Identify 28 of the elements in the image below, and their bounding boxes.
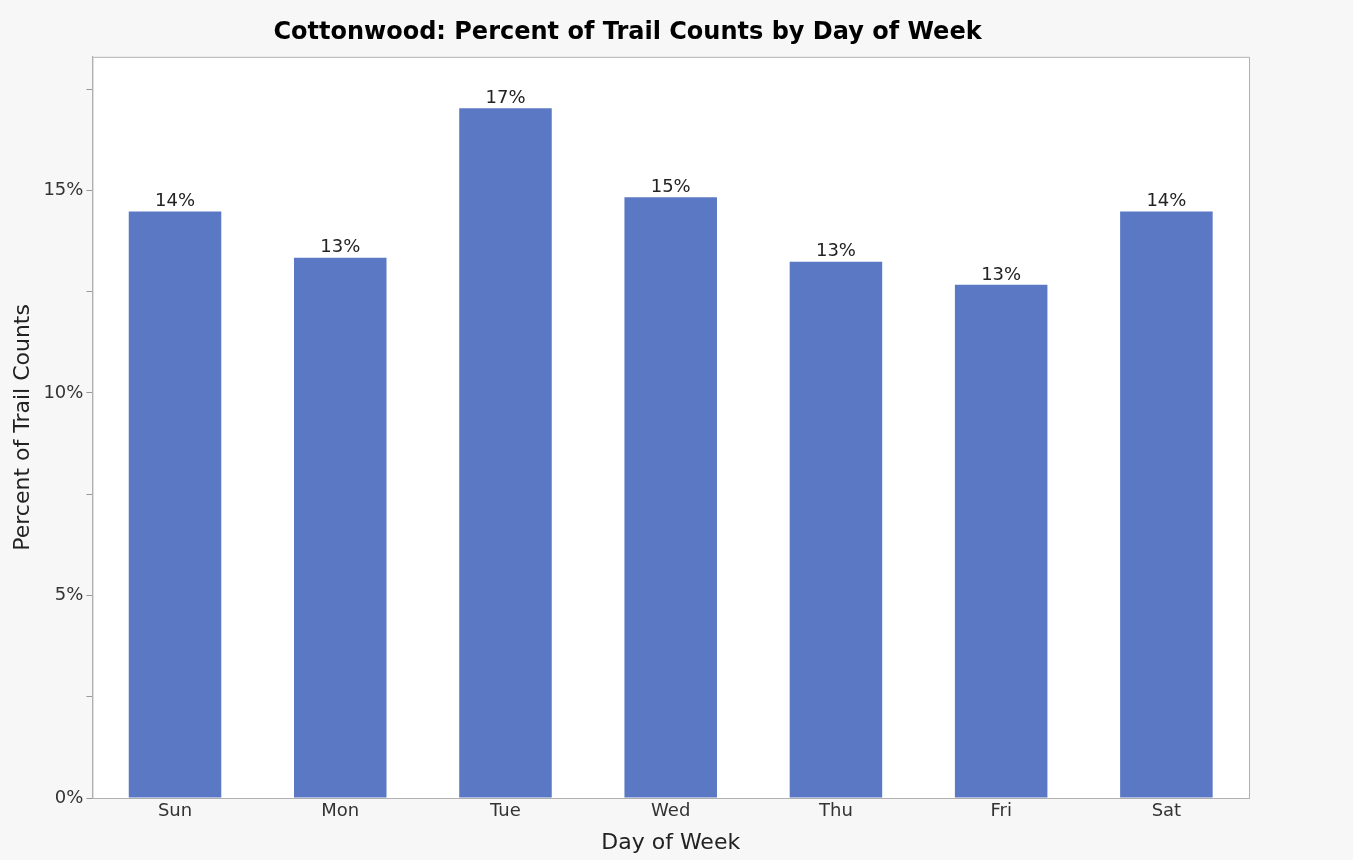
data-label: 13% — [320, 235, 361, 257]
x-axis-title: Day of Week — [601, 828, 741, 854]
x-tick-label: Sat — [1151, 799, 1182, 821]
bar — [293, 257, 387, 798]
y-tick-label: 10% — [43, 380, 84, 402]
x-tick-label: Sun — [157, 799, 193, 821]
y-tick-label: 5% — [54, 583, 84, 605]
data-label: 13% — [981, 262, 1022, 284]
x-tick-label: Wed — [651, 799, 691, 821]
bar — [954, 284, 1048, 798]
data-label: 15% — [650, 175, 691, 197]
x-tick-label: Tue — [489, 799, 521, 821]
data-label: 17% — [485, 85, 526, 107]
y-tick-label: 15% — [43, 178, 84, 200]
x-tick-label: Thu — [818, 799, 853, 821]
data-label: 13% — [815, 239, 856, 261]
data-label: 14% — [155, 189, 196, 211]
x-tick-label: Fri — [990, 799, 1012, 821]
data-label: 14% — [1146, 189, 1187, 211]
x-tick-label: Mon — [321, 799, 360, 821]
bar — [128, 211, 222, 798]
bar — [1120, 211, 1213, 798]
y-axis-title: Percent of Trail Counts — [8, 304, 34, 551]
bar — [789, 261, 883, 798]
y-tick-label: 0% — [54, 785, 84, 807]
chart-title: Cottonwood: Percent of Trail Counts by Day of Week — [273, 16, 983, 45]
bar — [624, 197, 717, 798]
bar — [459, 108, 552, 798]
